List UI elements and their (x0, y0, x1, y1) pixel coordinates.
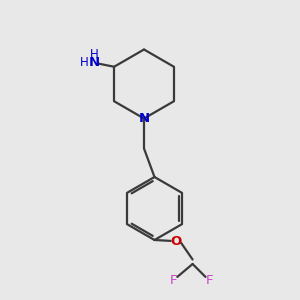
Text: H: H (80, 56, 88, 69)
Text: F: F (169, 274, 177, 287)
Text: O: O (170, 235, 182, 248)
Text: N: N (138, 112, 150, 125)
Text: F: F (205, 274, 213, 287)
Text: H: H (90, 48, 99, 61)
Text: N: N (89, 56, 100, 69)
